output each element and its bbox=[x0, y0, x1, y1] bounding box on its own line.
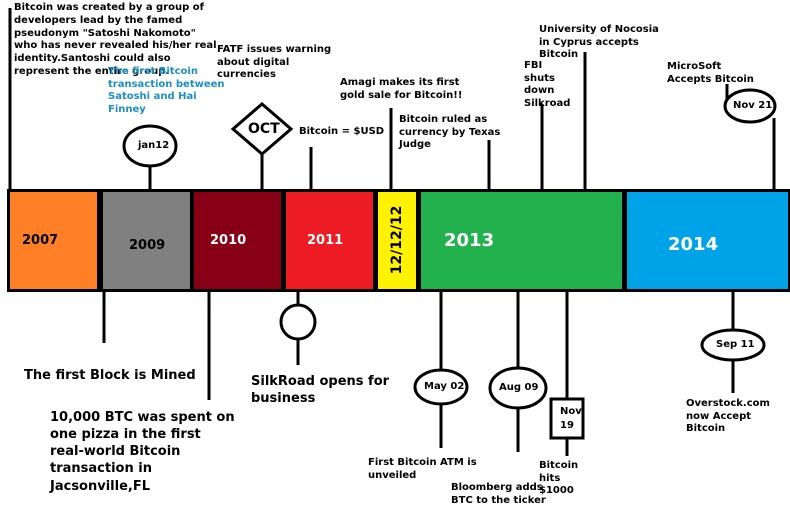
segment-12-12-12 bbox=[378, 192, 416, 289]
segment-label-2010: 2010 bbox=[210, 233, 247, 248]
marker-nov19-box bbox=[549, 397, 585, 440]
marker-aug09-label: Aug 09 bbox=[499, 382, 539, 393]
marker-sep11-ellipse bbox=[700, 328, 766, 362]
event-microsoft: MicroSoft Accepts Bitcoin bbox=[667, 61, 754, 85]
event-first-block: The first Block is Mined bbox=[24, 368, 196, 383]
segment-2011 bbox=[286, 192, 373, 289]
event-bloomberg: Bloomberg adds BTC to the ticker bbox=[451, 482, 546, 506]
marker-may02-ellipse bbox=[413, 368, 469, 406]
event-texas: Bitcoin ruled as currency by Texas Judge bbox=[399, 114, 501, 150]
segment-label-2011: 2011 bbox=[307, 233, 344, 248]
marker-sep11-label: Sep 11 bbox=[716, 339, 755, 350]
marker-silkroad-circle bbox=[279, 303, 317, 341]
segment-2007 bbox=[10, 192, 97, 289]
event-btc1000: Bitcoin hits $1000 bbox=[539, 460, 579, 496]
event-bitcoin-usd: Bitcoin = $USD bbox=[299, 126, 385, 137]
event-nicosia: University of Nocosia in Cyprus accepts … bbox=[539, 24, 659, 60]
event-pizza: 10,000 BTC was spent on one pizza in the… bbox=[50, 410, 235, 494]
event-fbi: FBI shuts down Silkroad bbox=[524, 60, 571, 109]
segment-label-2007: 2007 bbox=[22, 233, 59, 248]
segment-label-2009: 2009 bbox=[129, 238, 166, 253]
marker-nov19-label: Nov 19 bbox=[560, 406, 582, 431]
event-satoshi: Bitcoin was created by a group of develo… bbox=[14, 2, 217, 77]
marker-nov21-ellipse bbox=[723, 88, 777, 124]
segment-2014 bbox=[627, 192, 788, 289]
marker-oct-diamond bbox=[230, 102, 294, 156]
event-fatf: FATF issues warning about digital curren… bbox=[217, 44, 332, 80]
event-atm: First Bitcoin ATM is unveiled bbox=[368, 457, 477, 481]
segment-label-2014: 2014 bbox=[668, 234, 719, 255]
marker-jan12-label: jan12 bbox=[138, 140, 170, 151]
segment-2013 bbox=[421, 192, 622, 289]
marker-nov21-label: Nov 21 bbox=[733, 100, 773, 111]
event-silkroad: SilkRoad opens for business bbox=[251, 374, 390, 407]
event-overstock: Overstock.com now Accept Bitcoin bbox=[686, 398, 770, 434]
marker-may02-label: May 02 bbox=[424, 381, 465, 392]
segment-2009 bbox=[103, 192, 190, 289]
event-first-transaction: The first Bitcoin transaction between Sa… bbox=[108, 66, 225, 115]
event-amagi: Amagi makes its first gold sale for Bitc… bbox=[340, 77, 463, 101]
marker-oct-label: OCT bbox=[248, 121, 280, 137]
marker-jan12-ellipse bbox=[122, 124, 178, 168]
segment-label-2013: 2013 bbox=[444, 230, 495, 251]
segment-2010 bbox=[194, 192, 281, 289]
segment-label-12-12-12: 12/12/12 bbox=[389, 205, 405, 275]
marker-aug09-ellipse bbox=[488, 366, 548, 410]
